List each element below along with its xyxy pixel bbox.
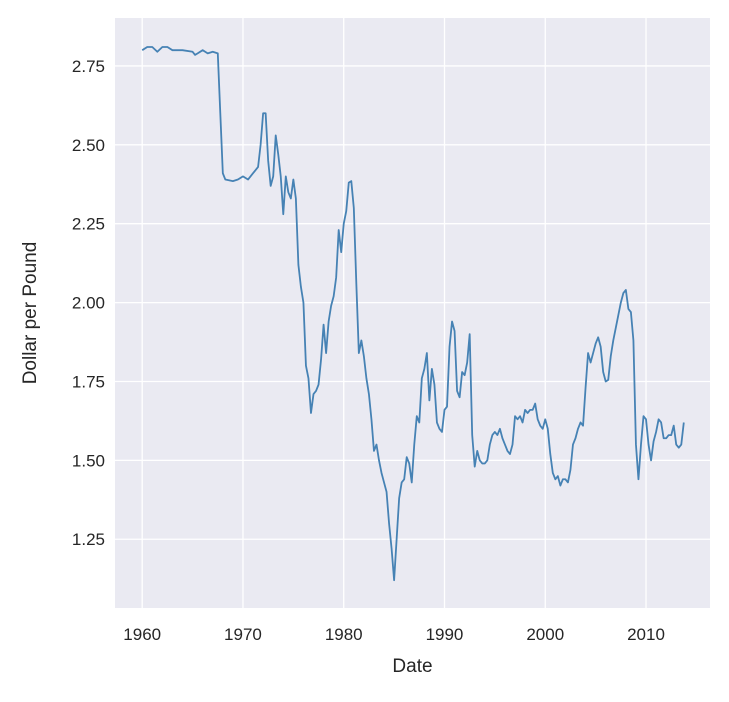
y-axis-label: Dollar per Pound xyxy=(20,242,41,385)
x-tick-label: 1990 xyxy=(426,625,464,644)
y-tick-label: 2.25 xyxy=(72,215,105,234)
plot-area xyxy=(115,18,710,608)
x-tick-label: 2010 xyxy=(627,625,665,644)
y-tick-label: 2.50 xyxy=(72,136,105,155)
x-tick-label: 1960 xyxy=(123,625,161,644)
grid xyxy=(115,18,710,608)
y-tick-label: 1.50 xyxy=(72,451,105,470)
data-line xyxy=(141,46,685,582)
x-tick-label: 1980 xyxy=(325,625,363,644)
x-tick-label: 2000 xyxy=(526,625,564,644)
y-tick-label: 1.75 xyxy=(72,372,105,391)
x-axis-label: Date xyxy=(392,656,432,677)
y-tick-label: 1.25 xyxy=(72,530,105,549)
y-tick-label: 2.75 xyxy=(72,57,105,76)
x-tick-label: 1970 xyxy=(224,625,262,644)
lines xyxy=(141,46,685,582)
y-tick-label: 2.00 xyxy=(72,294,105,313)
labels: Date Dollar per Pound 1960 1970 1980 1990 20… xyxy=(20,57,665,677)
